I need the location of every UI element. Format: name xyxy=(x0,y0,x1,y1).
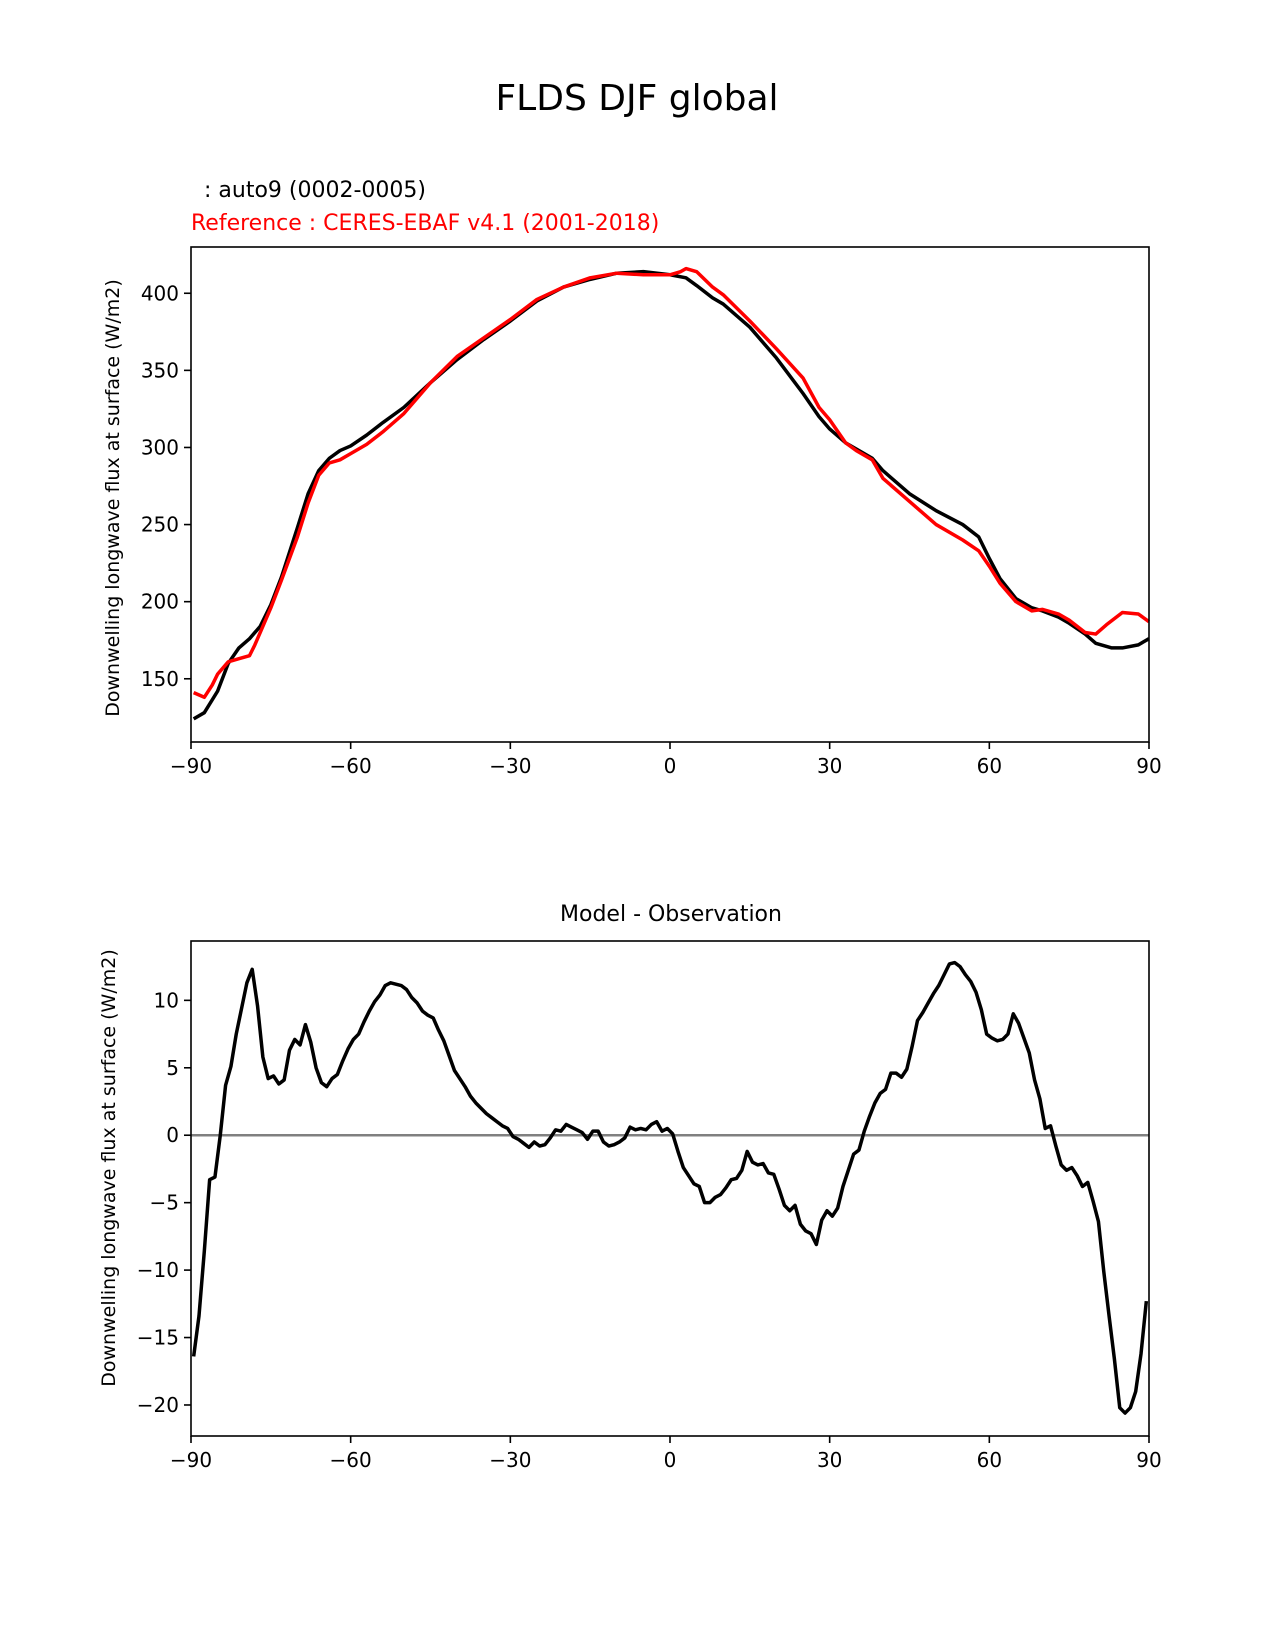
top-y-tick-label: 150 xyxy=(141,667,179,691)
bottom-y-tick-label: −5 xyxy=(150,1191,179,1215)
top-y-tick-label: 300 xyxy=(141,435,179,459)
top-y-tick-label: 250 xyxy=(141,513,179,537)
top-x-tick-label: 0 xyxy=(664,754,677,778)
top-x-tick-label: −30 xyxy=(489,754,531,778)
bottom-y-tick-label: 10 xyxy=(154,988,179,1012)
reference-label: Reference : CERES-EBAF v4.1 (2001-2018) xyxy=(191,211,659,236)
bottom-x-tick-label: −90 xyxy=(170,1448,212,1472)
bottom-plot-area: −90 −60 −30 0 30 60 90 −20 −15 −10 −5 0 5 10 xyxy=(137,940,1162,1472)
top-x-tick-label: −60 xyxy=(330,754,372,778)
top-y-tick-label: 400 xyxy=(141,281,179,305)
bottom-y-tick-label: −20 xyxy=(137,1393,179,1417)
top-plot-area: −90 −60 −30 0 30 60 90 150 200 250 300 350 400 xyxy=(141,246,1162,778)
top-test-line xyxy=(192,269,1150,721)
bottom-y-tick-label: −10 xyxy=(137,1258,179,1282)
bottom-x-tick-label: −30 xyxy=(489,1448,531,1472)
bottom-x-tick-label: 30 xyxy=(817,1448,842,1472)
bottom-panel: Model - Observation Downwelling longwave… xyxy=(98,902,1162,1472)
test-label: : auto9 (0002-0005) xyxy=(204,178,426,203)
top-y-tick-label: 350 xyxy=(141,358,179,382)
bottom-x-tick-label: 90 xyxy=(1136,1448,1161,1472)
bottom-x-tick-label: −60 xyxy=(330,1448,372,1472)
bottom-y-tick-label: 0 xyxy=(166,1123,179,1147)
bottom-panel-title: Model - Observation xyxy=(560,902,782,927)
top-y-tick-label: 200 xyxy=(141,590,179,614)
bottom-y-axis-label: Downwelling longwave flux at surface (W/… xyxy=(98,949,120,1387)
figure-suptitle: FLDS DJF global xyxy=(495,78,778,119)
top-y-axis-label: Downwelling longwave flux at surface (W/… xyxy=(102,279,124,717)
bottom-difference-line xyxy=(191,960,1149,1415)
top-panel: : auto9 (0002-0005) Reference : CERES-EB… xyxy=(102,178,1162,778)
bottom-y-tick-label: 5 xyxy=(166,1056,179,1080)
bottom-x-tick-label: 60 xyxy=(977,1448,1002,1472)
top-x-tick-label: 60 xyxy=(977,754,1002,778)
top-reference-line xyxy=(192,266,1151,700)
top-x-tick-label: 30 xyxy=(817,754,842,778)
bottom-x-tick-label: 0 xyxy=(664,1448,677,1472)
top-x-tick-label: −90 xyxy=(170,754,212,778)
top-x-tick-label: 90 xyxy=(1136,754,1161,778)
bottom-y-tick-label: −15 xyxy=(137,1326,179,1350)
